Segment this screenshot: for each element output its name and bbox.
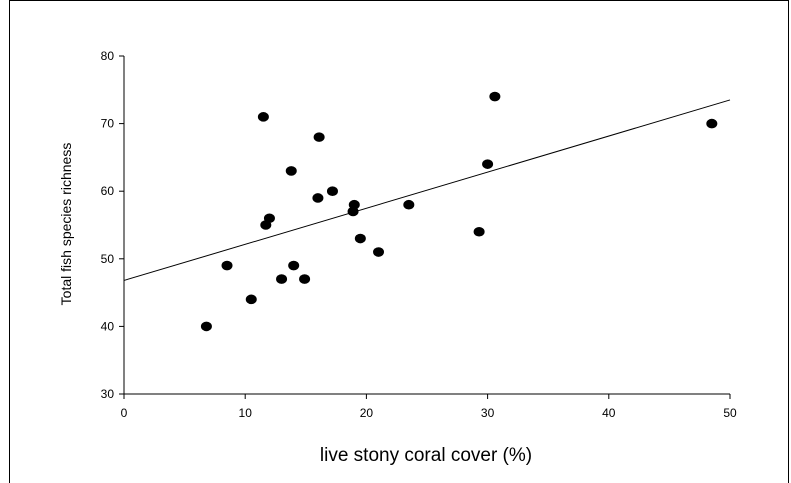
- y-tick-label: 80: [101, 49, 115, 63]
- data-point: [299, 274, 311, 284]
- x-axis-title: live stony coral cover (%): [320, 445, 532, 466]
- data-point: [257, 112, 269, 122]
- x-tick-label: 20: [360, 406, 374, 420]
- data-point: [200, 321, 212, 332]
- x-tick-label: 10: [239, 406, 253, 420]
- data-point: [288, 260, 300, 271]
- data-points: [200, 91, 718, 332]
- data-point: [482, 159, 494, 169]
- y-axis-title: Total fish species richness: [58, 143, 74, 306]
- x-tick-label: 50: [723, 406, 737, 420]
- x-tick-label: 0: [121, 406, 128, 420]
- y-tick-label: 30: [101, 387, 115, 401]
- x-tick-label: 30: [481, 406, 495, 420]
- data-point: [245, 294, 257, 305]
- x-axis: 0 10 20 30 40 50: [121, 393, 737, 420]
- chart-frame: [9, 0, 789, 483]
- y-tick-label: 70: [101, 117, 115, 131]
- data-point: [312, 193, 324, 203]
- trend-line: [123, 99, 731, 281]
- data-point: [373, 247, 385, 257]
- data-point: [473, 226, 485, 237]
- data-point: [276, 274, 288, 284]
- y-tick-label: 60: [101, 184, 115, 198]
- data-point: [263, 213, 275, 224]
- data-point: [285, 166, 297, 176]
- data-point: [313, 132, 325, 142]
- data-point: [403, 199, 415, 210]
- y-tick-label: 50: [101, 252, 115, 266]
- data-point: [354, 233, 366, 244]
- data-point: [348, 199, 360, 210]
- x-tick-label: 40: [602, 406, 616, 420]
- y-tick-label: 40: [101, 319, 115, 333]
- data-point: [221, 260, 233, 271]
- y-axis: 30 40 50 60 70 80: [101, 49, 125, 401]
- data-point: [326, 186, 338, 196]
- data-point: [706, 118, 718, 129]
- data-point: [489, 91, 501, 102]
